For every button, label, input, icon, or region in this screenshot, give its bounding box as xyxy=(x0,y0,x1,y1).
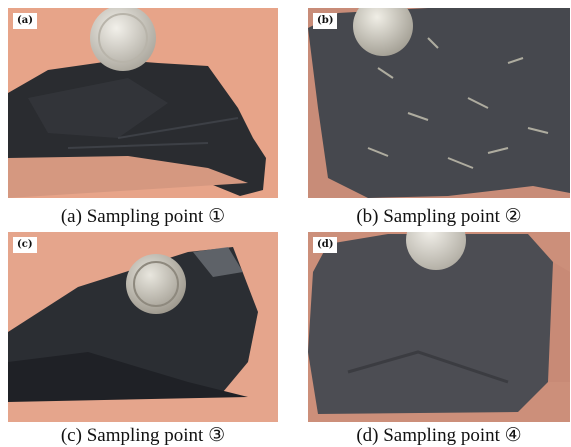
caption-c: (c) Sampling point ③ xyxy=(60,425,226,446)
caption-b: (b) Sampling point ② xyxy=(356,206,522,227)
panel-tag-b: (b) xyxy=(313,13,338,29)
rock-sample-a-image xyxy=(8,8,278,198)
rock-sample-c-image xyxy=(8,232,278,422)
photo-panel-b: (b) xyxy=(308,8,570,198)
caption-a: (a) Sampling point ① xyxy=(60,206,226,227)
photo-panel-d: (d) xyxy=(308,232,570,422)
panel-tag-d: (d) xyxy=(313,237,338,253)
rock-sample-b-image xyxy=(308,8,570,198)
photo-panel-c: (c) xyxy=(8,232,278,422)
rock-sample-d-image xyxy=(308,232,570,422)
caption-d: (d) Sampling point ④ xyxy=(356,425,522,446)
panel-tag-c: (c) xyxy=(13,237,37,253)
panel-tag-a: (a) xyxy=(13,13,37,29)
photo-panel-a: (a) xyxy=(8,8,278,198)
